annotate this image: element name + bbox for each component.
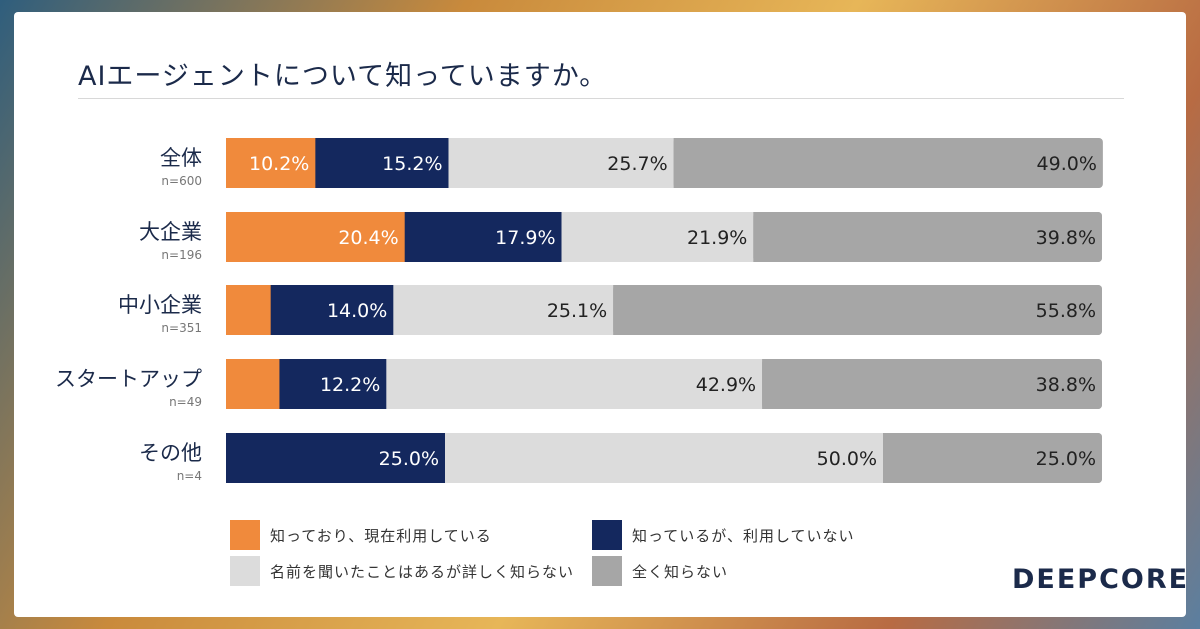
- category-label: スタートアップ: [55, 367, 202, 391]
- legend-label: 名前を聞いたことはあるが詳しく知らない: [270, 562, 575, 581]
- category-label: その他: [139, 441, 202, 465]
- legend-swatch: [230, 556, 260, 586]
- legend-swatch: [592, 520, 622, 550]
- legend-swatch: [230, 520, 260, 550]
- bar-segment: [226, 212, 406, 262]
- sample-size-label: n=4: [177, 469, 202, 483]
- sample-size-label: n=351: [161, 321, 202, 335]
- bar-segment-edge: [762, 359, 771, 409]
- bar-segment: [445, 433, 884, 483]
- data-label: 49.0%: [1037, 153, 1097, 175]
- bar-segment: [315, 138, 450, 188]
- data-label: 25.7%: [607, 153, 667, 175]
- data-label: 25.1%: [547, 300, 607, 322]
- data-label: 15.2%: [382, 153, 442, 175]
- data-label: 20.4%: [338, 227, 398, 249]
- bar-segment: [448, 138, 675, 188]
- bar-segment-edge: [753, 212, 762, 262]
- data-label: 10.2%: [249, 153, 309, 175]
- bar-segment: [753, 212, 1102, 262]
- legend-item: 全く知らない: [592, 556, 728, 586]
- stacked-bar-chart: 10.2% 15.2% 25.7% 49.0% 全体 n=600 20.4% 17.9% 21.…: [55, 138, 1103, 483]
- bar-segment: [226, 285, 272, 335]
- legend-item: 知っており、現在利用している: [230, 520, 492, 550]
- legend-item: 知っているが、利用していない: [592, 520, 855, 550]
- data-label: 25.0%: [1036, 448, 1096, 470]
- data-label: 50.0%: [817, 448, 877, 470]
- data-label: 17.9%: [495, 227, 555, 249]
- bar-segment: [226, 138, 316, 188]
- category-label: 大企業: [139, 220, 202, 244]
- category-label: 中小企業: [118, 293, 202, 317]
- legend-swatch: [592, 556, 622, 586]
- bar-segment: [226, 433, 446, 483]
- bar-segment: [762, 359, 1102, 409]
- data-label: 42.9%: [696, 374, 756, 396]
- bar-segment: [613, 285, 1102, 335]
- data-label: 21.9%: [687, 227, 747, 249]
- bar-segment-edge: [673, 138, 682, 188]
- data-label: 12.2%: [320, 374, 380, 396]
- legend-label: 全く知らない: [632, 562, 729, 581]
- legend-item: 名前を聞いたことはあるが詳しく知らない: [230, 556, 574, 586]
- deepcore-logo: DEEPCORE: [1012, 564, 1190, 595]
- bar-segment: [673, 138, 1103, 188]
- data-label: 55.8%: [1036, 300, 1096, 322]
- bar-segment: [404, 212, 563, 262]
- data-label: 14.0%: [327, 300, 387, 322]
- legend-label: 知っており、現在利用している: [270, 526, 492, 545]
- bar-segment-edge: [883, 433, 891, 483]
- legend-label: 知っているが、利用していない: [632, 526, 855, 545]
- bar-segment: [279, 359, 387, 409]
- bar-segment: [561, 212, 754, 262]
- sample-size-label: n=49: [169, 395, 202, 409]
- sample-size-label: n=600: [161, 174, 202, 188]
- bar-segment: [393, 285, 614, 335]
- bar-segment-edge: [613, 285, 622, 335]
- bar-segment: [270, 285, 394, 335]
- bar-segment: [883, 433, 1102, 483]
- sample-size-label: n=196: [161, 248, 202, 262]
- data-label: 38.8%: [1036, 374, 1096, 396]
- bar-segment: [386, 359, 763, 409]
- bar-segment: [226, 359, 280, 409]
- data-label: 39.8%: [1036, 227, 1096, 249]
- chart-card: AIエージェントについて知っていますか。 10.2% 15.2% 25.7% 49.0…: [14, 12, 1190, 617]
- category-label: 全体: [160, 146, 202, 170]
- title-divider: [78, 98, 1124, 99]
- chart-title: AIエージェントについて知っていますか。: [78, 61, 608, 92]
- data-label: 25.0%: [379, 448, 439, 470]
